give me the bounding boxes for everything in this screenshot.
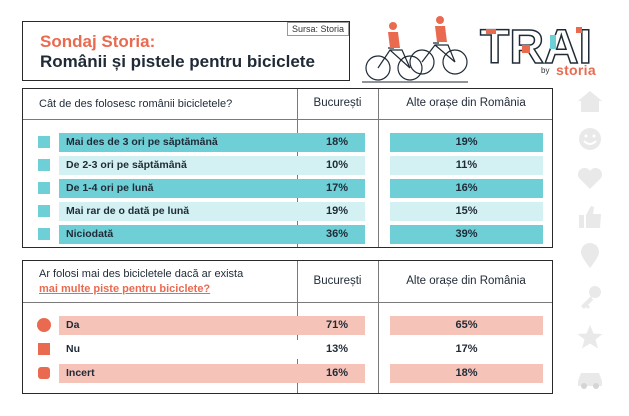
row-marker bbox=[38, 228, 50, 240]
value-alte: 16% bbox=[390, 179, 543, 198]
column-divider bbox=[378, 261, 379, 393]
header-divider bbox=[23, 302, 552, 303]
value-bucuresti: 36% bbox=[309, 225, 365, 244]
row-label: Da bbox=[59, 316, 311, 335]
value-bucuresti: 13% bbox=[309, 340, 365, 359]
value-alte: 65% bbox=[390, 316, 543, 335]
column-divider bbox=[378, 89, 379, 247]
storia-brand: storia bbox=[556, 62, 596, 78]
map-pin-icon bbox=[581, 243, 599, 268]
value-bucuresti: 19% bbox=[309, 202, 365, 221]
value-bucuresti: 71% bbox=[309, 316, 365, 335]
question-2-highlight: mai multe piste pentru biciclete? bbox=[39, 283, 211, 295]
star-icon bbox=[577, 325, 603, 349]
table-row: Mai des de 3 ori pe săptămână 18% 19% bbox=[23, 133, 554, 152]
table-row: De 2-3 ori pe săptămână 10% 11% bbox=[23, 156, 554, 175]
usage-frequency-table: Cât de des folosesc românii bicicletele?… bbox=[22, 88, 553, 248]
thumbs-up-icon bbox=[579, 206, 601, 228]
row-marker bbox=[38, 205, 50, 217]
value-bucuresti: 10% bbox=[309, 156, 365, 175]
car-icon bbox=[578, 373, 602, 389]
value-alte: 19% bbox=[390, 133, 543, 152]
value-alte: 15% bbox=[390, 202, 543, 221]
table-row: De 1-4 ori pe lună 17% 16% bbox=[23, 179, 554, 198]
row-label: De 2-3 ori pe săptămână bbox=[59, 156, 311, 175]
header-divider bbox=[23, 119, 552, 120]
col-alte-orase: Alte orașe din România bbox=[406, 275, 526, 287]
col-bucuresti: București bbox=[313, 97, 362, 109]
smiley-icon bbox=[579, 128, 601, 150]
trai-logo-icon: TRAI bbox=[479, 20, 592, 75]
bike-lanes-table: Ar folosi mai des bicicletele dacă ar ex… bbox=[22, 260, 553, 394]
heart-icon bbox=[577, 167, 603, 189]
table-row: Incert 16% 18% bbox=[23, 364, 554, 383]
question-2: Ar folosi mai des bicicletele dacă ar ex… bbox=[39, 268, 244, 280]
value-alte: 11% bbox=[390, 156, 543, 175]
value-alte: 39% bbox=[390, 225, 543, 244]
row-label: Incert bbox=[59, 364, 311, 383]
value-alte: 17% bbox=[390, 340, 543, 359]
logo-by: by bbox=[541, 66, 550, 75]
row-marker bbox=[38, 182, 50, 194]
col-alte-orase: Alte orașe din România bbox=[406, 97, 526, 109]
square-marker-icon bbox=[38, 343, 50, 355]
survey-subtitle: Românii și pistele pentru biciclete bbox=[40, 52, 315, 71]
table-row: Da 71% 65% bbox=[23, 316, 554, 335]
key-icon bbox=[581, 286, 601, 309]
logo-word: TRAI bbox=[480, 21, 592, 74]
row-label: Niciodată bbox=[59, 225, 311, 244]
row-label: Mai rar de o dată pe lună bbox=[59, 202, 311, 221]
value-alte: 18% bbox=[390, 364, 543, 383]
value-bucuresti: 16% bbox=[309, 364, 365, 383]
source-label: Sursa: Storia bbox=[287, 22, 350, 36]
cyclists-illustration-icon bbox=[362, 16, 468, 83]
house-icon bbox=[578, 91, 602, 112]
table-row: Mai rar de o dată pe lună 19% 15% bbox=[23, 202, 554, 221]
row-label: Mai des de 3 ori pe săptămână bbox=[59, 133, 311, 152]
row-label: De 1-4 ori pe lună bbox=[59, 179, 311, 198]
table-row: Nu 13% 17% bbox=[23, 340, 554, 359]
row-label: Nu bbox=[59, 340, 311, 359]
row-marker bbox=[38, 136, 50, 148]
survey-title: Sondaj Storia: bbox=[40, 32, 156, 51]
table-row: Niciodată 36% 39% bbox=[23, 225, 554, 244]
row-marker bbox=[38, 159, 50, 171]
value-bucuresti: 18% bbox=[309, 133, 365, 152]
value-bucuresti: 17% bbox=[309, 179, 365, 198]
title-box: Sondaj Storia: Românii și pistele pentru… bbox=[22, 21, 350, 81]
rounded-marker-icon bbox=[38, 367, 50, 379]
circle-marker-icon bbox=[37, 318, 51, 332]
col-bucuresti: București bbox=[313, 275, 362, 287]
question-1: Cât de des folosesc românii bicicletele? bbox=[39, 98, 233, 110]
